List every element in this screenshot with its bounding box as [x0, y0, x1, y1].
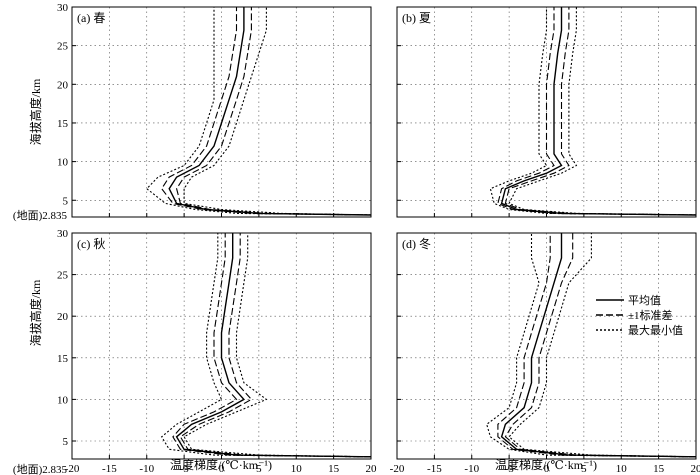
x-tick-label: 0 [219, 463, 225, 475]
y-tick-label: 25 [57, 270, 69, 282]
panels: 5 10 15 20 25 30 (a) 春 (b) 夏 -20 -15 -10 -5 0 5 10 15 20… [57, 2, 700, 475]
series-minmax-line [160, 233, 372, 458]
panel-label: (b) 夏 [402, 11, 431, 25]
x-tick-label: 10 [291, 463, 303, 475]
series-minmax-line [508, 7, 697, 216]
series-mean-line [175, 233, 372, 458]
x-tick-label: -5 [180, 463, 190, 475]
series-mean-line [500, 233, 697, 458]
x-tick-label: 5 [256, 463, 262, 475]
x-tick-label: 0 [544, 463, 550, 475]
y-tick-label: 10 [57, 157, 69, 169]
y-tick-label: 5 [63, 436, 69, 448]
panel-2: (b) 夏 [396, 6, 697, 218]
series-minmax-line [508, 233, 697, 458]
x-tick-label: -15 [427, 463, 442, 475]
panel-label: (a) 春 [77, 11, 105, 25]
y-axis-label-top: 海拔高度/km [28, 78, 43, 145]
y-tick-label: 10 [57, 394, 69, 406]
y-tick-label: 15 [57, 118, 69, 130]
series-std-line [497, 7, 697, 216]
ground-label-top: (地面)2.835 [13, 209, 68, 222]
series-minmax-line [489, 7, 697, 216]
x-tick-label: -20 [65, 463, 80, 475]
panel-label: (d) 冬 [402, 236, 431, 251]
series-minmax-line [183, 233, 372, 458]
x-tick-label: -15 [102, 463, 117, 475]
x-axis-label-right: 温度梯度/(℃·km⁻¹) [495, 457, 597, 472]
y-tick-label: 15 [57, 353, 69, 365]
legend-label-mean: 平均值 [628, 294, 661, 307]
x-tick-label: -5 [505, 463, 515, 475]
x-tick-label: 10 [616, 463, 628, 475]
series-std-line [179, 233, 372, 458]
x-tick-label: 15 [653, 463, 665, 475]
panel-4: -20 -15 -10 -5 0 5 10 15 20 (d) 冬 [390, 232, 700, 475]
legend: 平均值 ±1标准差 最大最小值 [596, 294, 683, 337]
y-tick-label: 30 [57, 2, 69, 14]
x-tick-label: -10 [139, 463, 154, 475]
series-std-line [161, 7, 372, 216]
series-mean-line [168, 7, 372, 216]
series-std-line [172, 233, 372, 458]
y-tick-label: 30 [57, 228, 69, 240]
y-tick-label: 5 [63, 195, 69, 207]
series-std-line [504, 7, 697, 216]
x-tick-label: 20 [691, 463, 700, 475]
x-tick-label: 15 [328, 463, 340, 475]
x-axis-label-left: 温度梯度/(℃·km⁻¹) [170, 457, 272, 472]
x-tick-label: 5 [581, 463, 587, 475]
legend-label-minmax: 最大最小值 [628, 323, 683, 337]
series-minmax-line [486, 233, 697, 458]
x-tick-label: -20 [390, 463, 405, 475]
x-tick-label: -10 [464, 463, 479, 475]
series-std-line [504, 233, 697, 458]
panel-3: -20 -15 -10 -5 0 5 10 15 20 5 10 15 20 25 30 (c) 秋 [57, 228, 377, 475]
series-std-line [176, 7, 372, 216]
series-mean-line [500, 7, 697, 216]
series-minmax-line [183, 7, 372, 216]
panel-1: 5 10 15 20 25 30 (a) 春 [57, 2, 372, 218]
y-axis-label-bottom: 海拔高度/km [28, 279, 43, 346]
series-std-line [497, 233, 697, 458]
legend-label-std: ±1标准差 [628, 308, 673, 322]
panel-label: (c) 秋 [77, 237, 105, 251]
series-minmax-line [145, 7, 372, 216]
y-tick-label: 20 [57, 311, 69, 323]
ground-label-bottom: (地面)2.835 [13, 463, 68, 475]
y-tick-label: 25 [57, 41, 69, 53]
x-tick-label: 20 [366, 463, 378, 475]
y-tick-label: 20 [57, 79, 69, 91]
